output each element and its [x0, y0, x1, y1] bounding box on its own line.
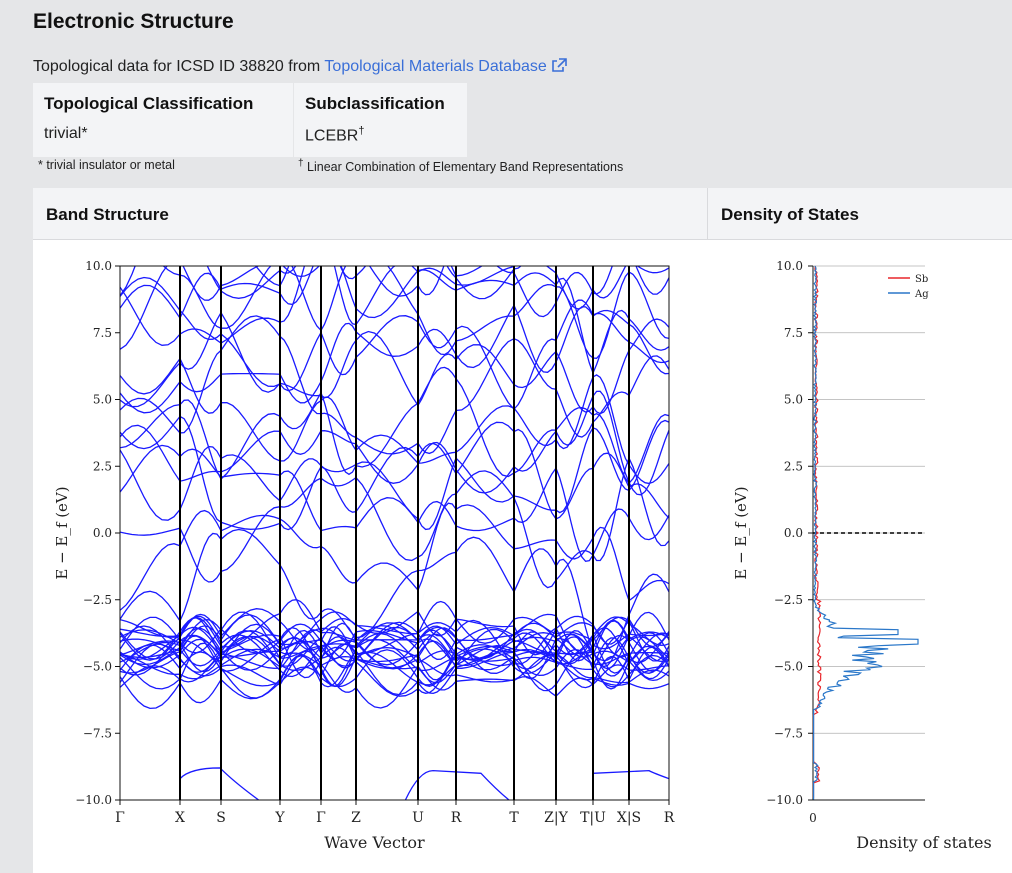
topological-classification-header: Topological Classification: [44, 94, 254, 113]
band-structure-chart: 10.07.55.02.50.0−2.5−5.0−7.5−10.0Γ X S Y Γ Z U…: [53, 259, 675, 852]
kpoint-label-3: Y: [274, 810, 285, 826]
dos-header: Density of States: [708, 188, 1012, 240]
electronic-structure-panels: Band Structure Density of States: [33, 188, 1012, 873]
band-structure-header: Band Structure: [33, 188, 708, 240]
band-structure-title: Band Structure: [46, 205, 169, 224]
database-link[interactable]: Topological Materials Database: [324, 58, 567, 75]
band-line-29: [120, 366, 669, 485]
band-line-25: [120, 444, 669, 562]
dos-ytick-label-7: −7.5: [774, 726, 803, 740]
page-title: Electronic Structure: [33, 10, 234, 33]
dos-xtick-0: 0: [809, 811, 817, 825]
dos-legend: Sb Ag: [888, 274, 929, 300]
dos-ytick-label-1: 7.5: [784, 326, 803, 340]
band-ytick-label-3: 2.5: [93, 459, 112, 473]
lcebr-footnote: † Linear Combination of Elementary Band …: [298, 158, 623, 174]
dos-ytick-label-8: −10.0: [766, 793, 803, 807]
subclassification-header: Subclassification: [305, 94, 445, 113]
band-ytick-label-1: 7.5: [93, 326, 112, 340]
dos-series-ag: [812, 265, 919, 800]
dos-ytick-label-2: 5.0: [784, 393, 803, 407]
subclassification-text: LCEBR: [305, 127, 359, 145]
band-line-37: [120, 266, 669, 346]
kpoint-label-8: T: [509, 810, 519, 826]
trivial-footnote: * trivial insulator or metal: [38, 158, 175, 172]
band-line-24: [120, 470, 669, 589]
dos-ytick-label-4: 0.0: [784, 526, 803, 540]
kpoint-label-12: R: [664, 810, 675, 826]
kpoint-label-2: S: [216, 810, 226, 826]
dos-title: Density of States: [721, 205, 859, 224]
topological-classification-cell: Topological Classification trivial*: [33, 83, 293, 157]
kpoint-label-11: X|S: [617, 810, 641, 826]
footnote-dagger: †: [298, 158, 304, 169]
subclassification-value: LCEBR†: [305, 125, 364, 145]
legend-label-ag: Ag: [914, 289, 929, 300]
band-axes-frame: [119, 265, 670, 801]
database-link-label[interactable]: Topological Materials Database: [324, 58, 547, 75]
intro-prefix: Topological data for ICSD ID 38820 from: [33, 58, 325, 75]
kpoint-label-10: T|U: [580, 810, 606, 826]
density-of-states-chart: 10.0 7.5 5.0 2.5 0.0 −2.5 −5.0 −7.5 −10.0 Sb Ag 0 De…: [732, 259, 992, 852]
band-ytick-label-6: −5.0: [83, 660, 112, 674]
dagger-mark: †: [358, 125, 365, 137]
band-line-38: [162, 266, 613, 332]
band-line-32: [120, 311, 669, 415]
dos-xlabel: Density of states: [856, 833, 991, 852]
band-line-39: [206, 266, 484, 299]
kpoint-label-1: X: [175, 810, 185, 826]
band-lines: [120, 266, 669, 800]
band-line-41: [254, 266, 522, 300]
dos-ytick-label-6: −5.0: [774, 660, 803, 674]
kpoint-label-6: U: [412, 810, 424, 826]
band-line-35: [120, 266, 669, 375]
kpoint-label-5: Z: [351, 810, 361, 826]
band-line-low-3: [592, 769, 669, 780]
subclassification-cell: Subclassification LCEBR†: [293, 83, 467, 157]
dos-ytick-label-5: −2.5: [774, 593, 803, 607]
band-ylabel: E − E_f (eV): [53, 486, 71, 579]
dos-ylabel: E − E_f (eV): [732, 486, 750, 579]
external-link-icon[interactable]: [551, 58, 567, 73]
band-ytick-label-5: −2.5: [83, 593, 112, 607]
kpoint-label-4: Γ: [316, 810, 326, 826]
band-ytick-label-4: 0.0: [93, 526, 112, 540]
band-line-12: [120, 600, 669, 673]
band-line-40: [120, 266, 669, 297]
legend-label-sb: Sb: [915, 274, 928, 285]
band-ytick-label-0: 10.0: [85, 259, 112, 273]
band-line-26: [120, 421, 669, 521]
band-ytick-label-2: 5.0: [93, 393, 112, 407]
band-ytick-label-7: −7.5: [83, 726, 112, 740]
footnote-text: Linear Combination of Elementary Band Re…: [303, 160, 624, 175]
kpoint-label-0: Γ: [115, 810, 125, 826]
band-xlabel: Wave Vector: [324, 833, 425, 852]
kpoint-label-9: Z|Y: [544, 810, 568, 826]
kpoint-label-7: R: [451, 810, 462, 826]
topological-classification-value: trivial*: [44, 125, 88, 142]
band-line-36: [120, 266, 669, 359]
band-line-30: [120, 357, 669, 485]
dos-ytick-label-3: 2.5: [784, 459, 803, 473]
intro-text: Topological data for ICSD ID 38820 from …: [33, 58, 567, 76]
band-ytick-label-8: −10.0: [75, 793, 112, 807]
dos-ytick-label-0: 10.0: [776, 259, 803, 273]
